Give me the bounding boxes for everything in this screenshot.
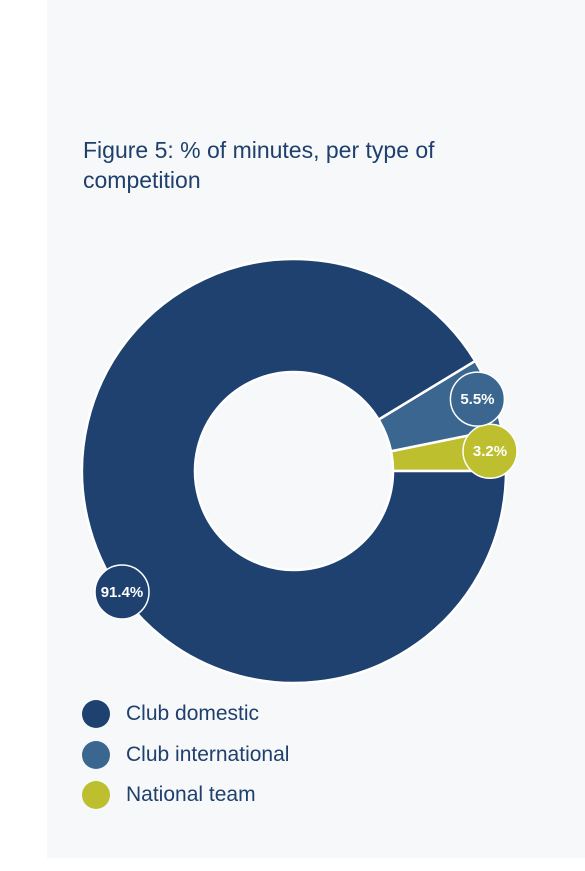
- legend-item-club-international: Club international: [82, 740, 290, 769]
- legend-label: Club domestic: [126, 702, 260, 725]
- chart-title: Figure 5: % of minutes, per type of comp…: [83, 137, 435, 193]
- data-label-club-domestic: 91.4%: [101, 584, 144, 601]
- slice-club-domestic: [80, 257, 508, 685]
- legend-item-club-domestic: Club domestic: [82, 700, 289, 728]
- legend-swatch-club-international: [82, 740, 110, 769]
- label-badge-club-international: [449, 371, 506, 427]
- legend-item-national-team: National team: [82, 781, 289, 809]
- label-badge-national-team: [462, 423, 518, 479]
- legend-label: Club international: [126, 742, 290, 766]
- data-label-club-international: 5.5%: [460, 391, 494, 408]
- legend-swatch-national-team: [82, 781, 110, 809]
- legend: Club domestic Club international Nationa…: [82, 700, 289, 822]
- data-label-national-team: 3.2%: [473, 443, 507, 460]
- legend-swatch-club-domestic: [82, 700, 110, 728]
- legend-label: National team: [126, 783, 256, 806]
- label-badge-club-domestic: [94, 564, 150, 620]
